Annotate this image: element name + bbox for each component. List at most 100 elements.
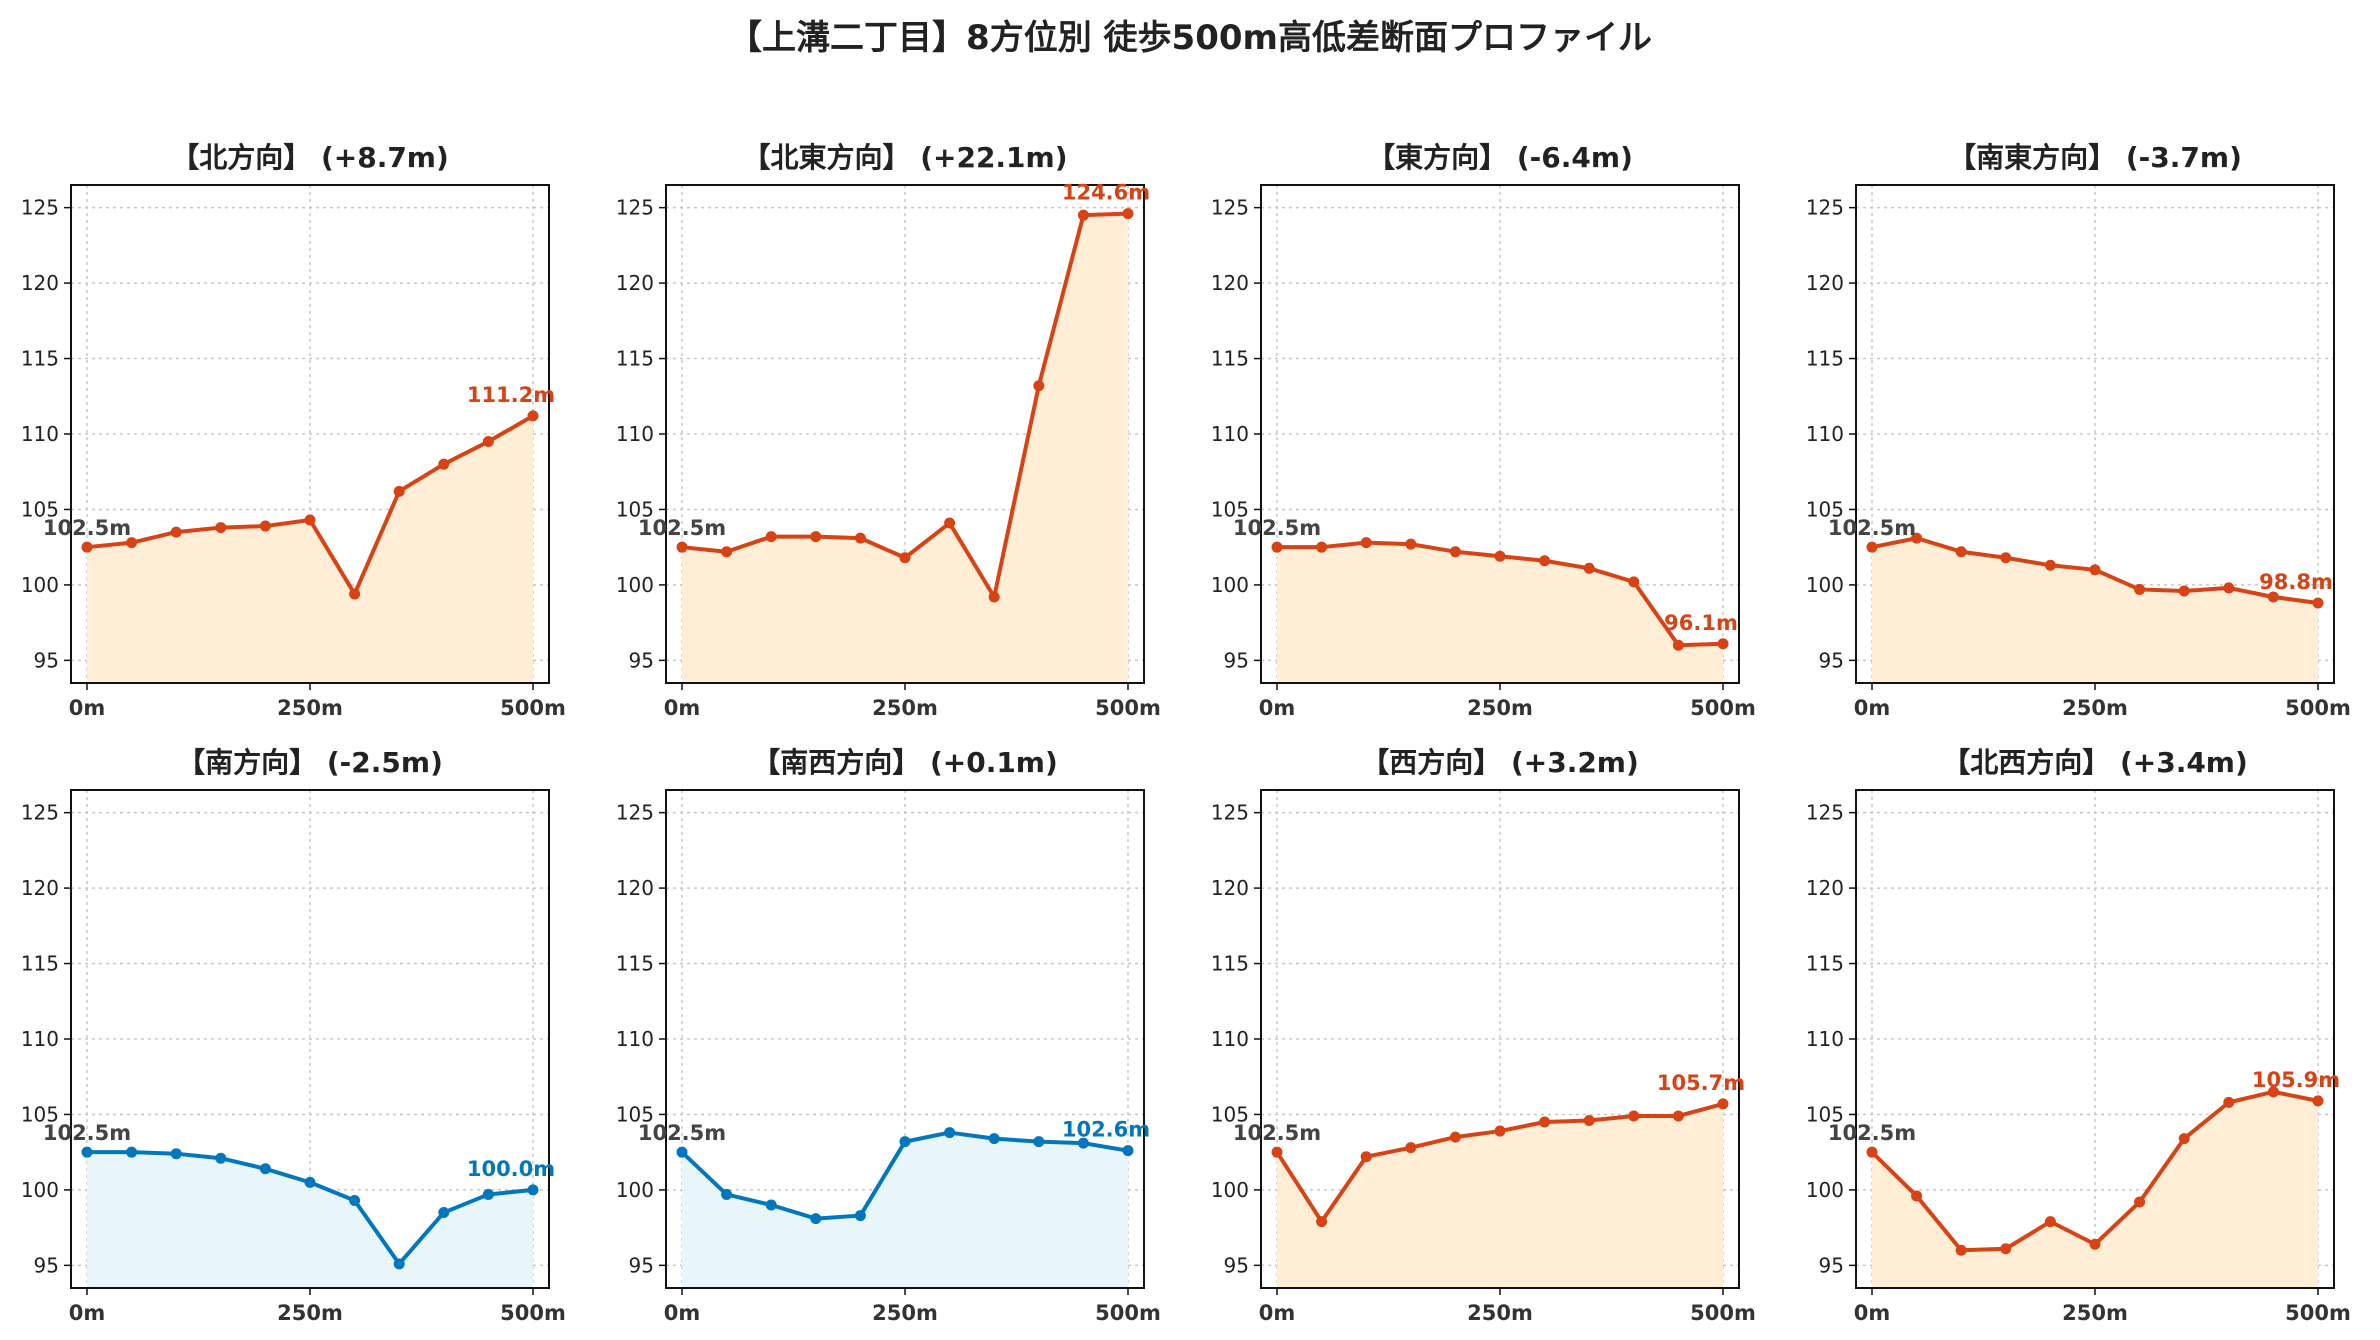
y-tick-label: 110 [616,1027,654,1051]
data-point [349,588,361,600]
y-tick-label: 95 [1224,1253,1249,1277]
data-point [721,1188,733,1200]
data-point [810,531,822,543]
y-tick-label: 110 [1806,1027,1844,1051]
y-tick-label: 120 [1806,271,1844,295]
data-point [1316,1216,1328,1228]
chart-panel-4: 【南東方向】 (-3.7m) 95 100 105 110 115 120 125 0m 250m… [1806,141,2351,720]
data-point [126,537,138,549]
start-elevation-label: 102.5m [43,516,131,540]
y-tick-label: 95 [34,1253,59,1277]
data-point [1494,1125,1506,1137]
chart-panel-1: 【北方向】 (+8.7m) 95 100 105 110 115 120 125 0m 250m 5… [21,141,566,720]
end-elevation-label: 96.1m [1664,611,1738,635]
x-tick-label: 0m [1259,696,1296,720]
y-tick-label: 95 [1224,648,1249,672]
y-tick-label: 125 [21,196,59,220]
y-tick-label: 125 [1211,196,1249,220]
chart-panel-8: 【北西方向】 (+3.4m) 95 100 105 110 115 120 125 0m 250m… [1806,746,2351,1325]
data-point [1866,541,1878,553]
data-point [2134,1196,2146,1208]
y-tick-label: 105 [21,1102,59,1126]
y-tick-label: 100 [1806,573,1844,597]
data-point [988,1133,1000,1145]
y-tick-label: 125 [1211,801,1249,825]
data-point [1911,532,1923,544]
end-elevation-label: 124.6m [1062,181,1150,205]
data-point [1628,576,1640,588]
x-tick-label: 250m [2062,696,2128,720]
data-point [1122,208,1134,220]
data-point [2089,564,2101,576]
panel-title: 【北方向】 (+8.7m) [171,141,449,174]
end-elevation-label: 105.9m [2252,1068,2340,1092]
data-point [1271,1146,1283,1158]
x-tick-label: 250m [1467,1301,1533,1325]
y-tick-label: 105 [1211,1102,1249,1126]
data-point [1583,1114,1595,1126]
y-tick-label: 105 [1806,497,1844,521]
panel-title: 【南西方向】 (+0.1m) [752,746,1058,779]
elevation-area [682,213,1128,683]
x-tick-label: 0m [1259,1301,1296,1325]
data-point [1717,638,1729,650]
y-tick-label: 100 [616,1178,654,1202]
y-tick-label: 125 [1806,801,1844,825]
data-point [1866,1146,1878,1158]
data-point [1717,1098,1729,1110]
data-point [1316,541,1328,553]
start-elevation-label: 102.5m [1233,1121,1321,1145]
y-tick-label: 115 [21,952,59,976]
end-elevation-label: 98.8m [2259,570,2333,594]
chart-panel-5: 【南方向】 (-2.5m) 95 100 105 110 115 120 125 0m 250m 5… [21,746,566,1325]
data-point [1449,1131,1461,1143]
data-point [944,1127,956,1139]
y-tick-label: 100 [21,1178,59,1202]
data-point [1628,1110,1640,1122]
data-point [765,1199,777,1211]
x-tick-label: 500m [2285,696,2351,720]
data-point [81,541,93,553]
y-tick-label: 100 [616,573,654,597]
x-tick-label: 500m [500,696,566,720]
start-elevation-label: 102.5m [1828,1121,1916,1145]
data-point [1033,380,1045,392]
y-tick-label: 105 [616,497,654,521]
x-tick-label: 500m [500,1301,566,1325]
x-tick-label: 0m [664,1301,701,1325]
data-point [1405,538,1417,550]
data-point [482,436,494,448]
figure-title: 【上溝二丁目】8方位別 徒歩500m高低差断面プロファイル [728,18,1652,58]
data-point [349,1194,361,1206]
y-tick-label: 125 [1806,196,1844,220]
y-tick-label: 120 [21,876,59,900]
chart-panel-7: 【西方向】 (+3.2m) 95 100 105 110 115 120 125 0m 250m 5… [1211,746,1756,1325]
data-point [2223,582,2235,594]
y-tick-label: 100 [1806,1178,1844,1202]
y-tick-label: 120 [1211,271,1249,295]
y-tick-label: 110 [1806,422,1844,446]
end-elevation-label: 100.0m [467,1157,555,1181]
data-point [2312,1095,2324,1107]
y-tick-label: 120 [616,876,654,900]
data-point [1077,1137,1089,1149]
elevation-area [1277,542,1723,683]
y-tick-label: 95 [1819,648,1844,672]
data-point [2223,1096,2235,1108]
y-tick-label: 120 [1806,876,1844,900]
y-tick-label: 115 [1211,347,1249,371]
y-tick-label: 115 [1806,952,1844,976]
data-point [2178,585,2190,597]
x-tick-label: 500m [1095,1301,1161,1325]
y-tick-label: 120 [616,271,654,295]
data-point [2044,1216,2056,1228]
x-tick-label: 500m [1690,696,1756,720]
data-point [1405,1142,1417,1154]
y-tick-label: 95 [629,1253,654,1277]
data-point [1271,541,1283,553]
elevation-area [682,1132,1128,1288]
x-tick-label: 500m [1690,1301,1756,1325]
data-point [304,514,316,526]
data-point [1672,1110,1684,1122]
data-point [304,1176,316,1188]
